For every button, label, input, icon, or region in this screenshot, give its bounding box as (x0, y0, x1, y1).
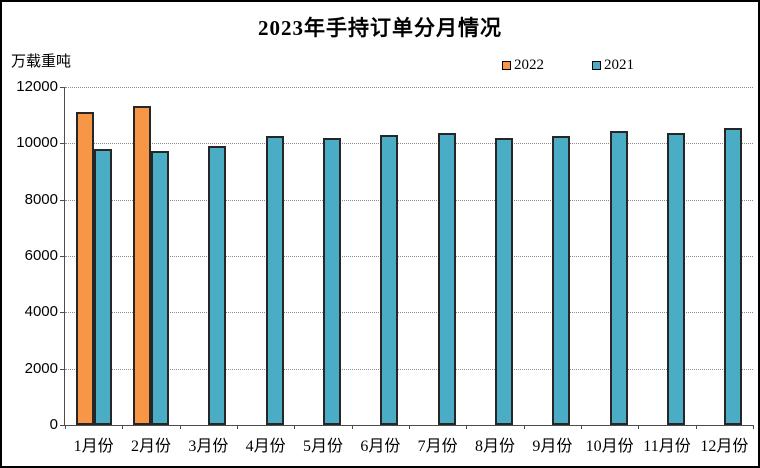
y-tick-label-2000: 2000 (24, 359, 58, 377)
legend-label-2022: 2022 (514, 57, 544, 73)
gridline-8000 (65, 199, 753, 201)
bar-2021-month-5 (323, 137, 341, 425)
y-tick-label-12000: 12000 (16, 78, 58, 95)
x-tick-mark-11 (695, 425, 697, 429)
bar-2021-month-7 (437, 133, 456, 425)
legend: 2022 2021 (502, 57, 634, 74)
y-tick-label-0: 0 (49, 416, 58, 433)
y-tick-mark-8000 (60, 199, 64, 201)
legend-item-2022: 2022 (502, 57, 544, 74)
y-tick-mark-0 (60, 425, 64, 426)
x-label-month-11: 11月份 (643, 438, 691, 455)
gridline-12000 (65, 87, 753, 88)
legend-item-2021: 2021 (592, 57, 634, 74)
bar-2021-month-3 (208, 146, 227, 425)
x-label-month-4: 4月份 (245, 438, 286, 455)
y-tick-label-4000: 4000 (24, 303, 58, 321)
legend-label-2021: 2021 (604, 57, 634, 73)
plot-area: 1月份 2月份 3月份 4月份 5月份 6月份 7月份 8月份 9月份 10月份 11月份 12月份 (64, 87, 754, 455)
x-tick-mark-12 (753, 425, 754, 429)
bar-2021-month-12 (724, 128, 743, 425)
x-tick-mark-8 (523, 425, 525, 429)
x-label-month-3: 3月份 (188, 438, 229, 455)
x-label-month-8: 8月份 (474, 438, 515, 455)
bar-2021-month-10 (609, 131, 628, 425)
bar-2021-month-8 (495, 137, 513, 425)
gridline-10000 (65, 143, 753, 145)
y-tick-label-10000: 10000 (16, 134, 58, 152)
y-tick-label-8000: 8000 (24, 190, 58, 208)
x-label-month-10: 10月份 (585, 438, 634, 455)
x-label-month-12: 12月份 (700, 438, 749, 455)
y-tick-mark-2000 (60, 368, 64, 370)
x-tick-mark-0 (65, 425, 66, 429)
bar-2021-month-6 (380, 134, 399, 425)
bar-2022-month-1 (75, 112, 94, 425)
x-tick-mark-10 (638, 425, 640, 429)
x-tick-mark-9 (581, 425, 582, 429)
x-tick-mark-6 (409, 425, 410, 429)
y-tick-mark-12000 (60, 87, 64, 88)
y-tick-mark-6000 (60, 256, 64, 257)
gridline-4000 (65, 312, 753, 314)
legend-swatch-2021 (592, 61, 601, 70)
gridline-6000 (65, 256, 753, 257)
x-label-month-2: 2月份 (130, 438, 171, 455)
y-tick-label-6000: 6000 (24, 247, 58, 264)
legend-swatch-2022 (502, 61, 511, 70)
x-tick-mark-4 (294, 425, 296, 429)
x-tick-mark-1 (122, 425, 124, 429)
x-label-month-7: 7月份 (417, 438, 458, 455)
x-label-month-6: 6月份 (360, 438, 401, 455)
x-tick-mark-2 (179, 425, 181, 429)
bar-2022-month-2 (133, 105, 151, 425)
y-tick-mark-4000 (60, 312, 64, 314)
bar-2021-month-1 (93, 149, 112, 425)
x-label-month-9: 9月份 (532, 438, 573, 455)
x-tick-mark-5 (351, 425, 353, 429)
bar-2021-month-4 (265, 135, 284, 425)
y-axis-unit-label: 万载重吨 (11, 53, 72, 70)
gridline-2000 (65, 368, 753, 370)
x-label-month-1: 1月份 (73, 438, 114, 455)
x-label-month-5: 5月份 (302, 438, 343, 455)
chart-title: 2023年手持订单分月情况 (258, 16, 502, 40)
bar-2021-month-11 (667, 133, 685, 425)
x-tick-mark-3 (237, 425, 238, 429)
x-tick-mark-7 (466, 425, 468, 429)
y-tick-mark-10000 (60, 143, 64, 145)
bar-2021-month-9 (552, 135, 571, 425)
bar-2021-month-2 (151, 151, 169, 425)
